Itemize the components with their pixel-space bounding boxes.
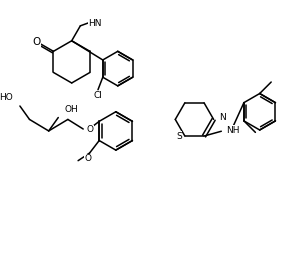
- Text: N: N: [219, 113, 226, 122]
- Text: NH: NH: [226, 126, 239, 135]
- Text: O: O: [86, 125, 93, 134]
- Text: OH: OH: [65, 105, 79, 114]
- Text: HO: HO: [0, 93, 13, 102]
- Text: Cl: Cl: [94, 91, 103, 100]
- Text: S: S: [176, 132, 182, 141]
- Text: O: O: [84, 154, 91, 163]
- Text: O: O: [33, 37, 41, 47]
- Text: HN: HN: [88, 19, 101, 28]
